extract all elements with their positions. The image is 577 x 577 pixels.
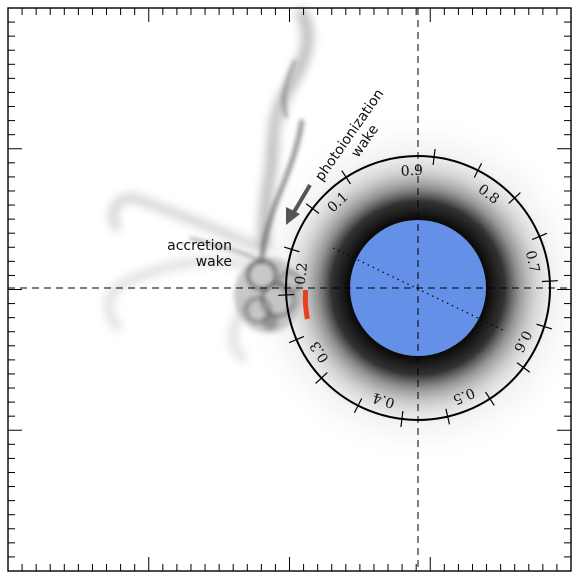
dial-tick <box>278 293 295 296</box>
dotted-axis-line <box>332 247 504 331</box>
dial-tick <box>445 408 451 425</box>
dial-tick <box>516 362 531 373</box>
dial-label: 0.7 <box>522 249 543 274</box>
phase-dial-ring <box>285 155 551 421</box>
dial-tick <box>508 192 521 204</box>
dial-label: 0.4 <box>371 389 397 411</box>
dial-tick <box>473 162 483 178</box>
dial-label: 0.9 <box>400 163 423 180</box>
dial-tick <box>536 323 553 330</box>
wake-arrow-shaft <box>292 183 312 214</box>
accretion-wake-label-line2: wake <box>196 254 232 270</box>
dial-tick <box>400 411 404 428</box>
dial-tick <box>541 280 558 283</box>
dial-tick <box>315 372 328 384</box>
frame-ticks <box>8 8 571 571</box>
accretion-wake-label-line1: accretion <box>167 238 232 254</box>
dial-label: 0.2 <box>293 262 312 286</box>
dial-tick <box>531 232 548 241</box>
wake-arrow-head <box>286 207 300 225</box>
phase-marker <box>302 289 310 320</box>
dial-tick <box>353 398 363 414</box>
dial-tick <box>305 203 320 214</box>
plot-frame <box>7 7 572 572</box>
dial-tick <box>288 335 305 344</box>
dial-tick <box>341 170 351 185</box>
wake-arrow <box>286 183 312 225</box>
dial-tick <box>485 391 495 406</box>
dial-tick <box>283 246 300 253</box>
dial-tick <box>432 148 436 165</box>
phase-dial-ticks <box>278 148 558 428</box>
